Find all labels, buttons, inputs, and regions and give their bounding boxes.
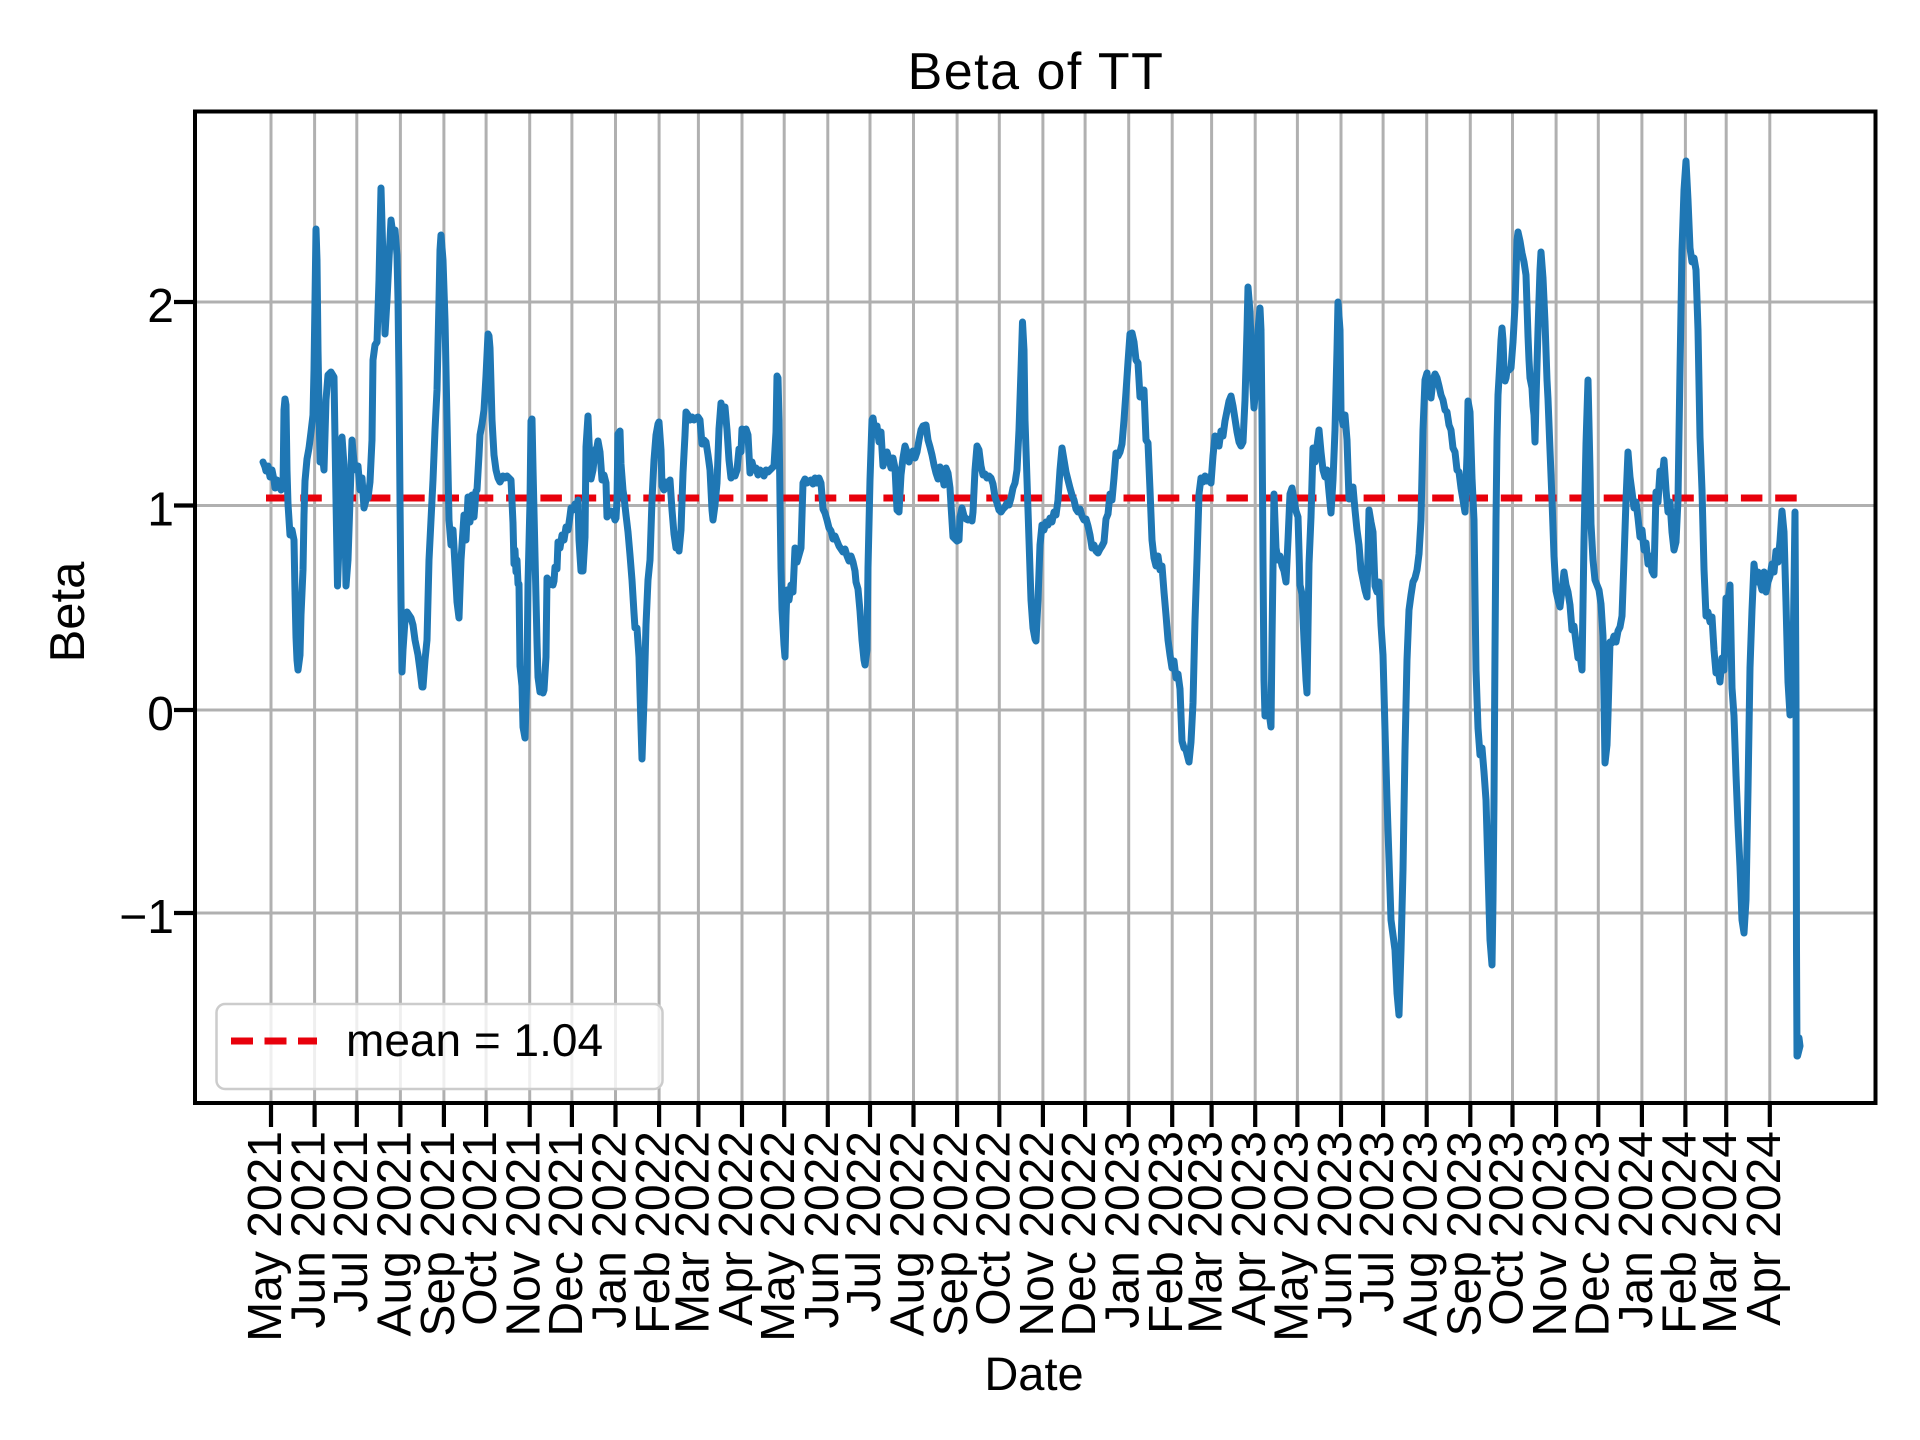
- svg-text:Sep 2022: Sep 2022: [925, 1131, 978, 1337]
- svg-text:mean = 1.04: mean = 1.04: [346, 1014, 603, 1066]
- svg-text:Apr 2024: Apr 2024: [1738, 1131, 1791, 1326]
- svg-text:Aug 2021: Aug 2021: [368, 1131, 421, 1337]
- svg-text:Mar 2024: Mar 2024: [1694, 1131, 1747, 1334]
- svg-text:Oct 2023: Oct 2023: [1481, 1131, 1534, 1326]
- svg-text:Sep 2023: Sep 2023: [1438, 1131, 1491, 1337]
- svg-text:Sep 2021: Sep 2021: [412, 1131, 465, 1337]
- svg-text:Jun 2022: Jun 2022: [796, 1131, 849, 1329]
- svg-text:0: 0: [147, 688, 174, 741]
- svg-text:May 2022: May 2022: [752, 1131, 805, 1342]
- svg-text:May 2023: May 2023: [1265, 1131, 1318, 1342]
- svg-text:Apr 2023: Apr 2023: [1223, 1131, 1276, 1326]
- svg-text:Aug 2022: Aug 2022: [882, 1131, 935, 1337]
- svg-text:Nov 2021: Nov 2021: [498, 1131, 551, 1336]
- svg-text:Feb 2023: Feb 2023: [1140, 1131, 1193, 1334]
- svg-text:1: 1: [147, 484, 174, 537]
- svg-text:Jun 2021: Jun 2021: [283, 1131, 336, 1329]
- svg-text:Jul 2021: Jul 2021: [325, 1131, 378, 1312]
- svg-text:Jul 2022: Jul 2022: [838, 1131, 891, 1312]
- svg-text:Mar 2023: Mar 2023: [1180, 1131, 1233, 1334]
- svg-text:Dec 2022: Dec 2022: [1053, 1131, 1106, 1336]
- svg-text:Nov 2023: Nov 2023: [1524, 1131, 1577, 1336]
- svg-text:Date: Date: [984, 1347, 1083, 1400]
- svg-text:Mar 2022: Mar 2022: [666, 1131, 719, 1334]
- svg-text:Oct 2022: Oct 2022: [967, 1131, 1020, 1326]
- svg-text:Jul 2023: Jul 2023: [1351, 1131, 1404, 1312]
- svg-text:Beta: Beta: [41, 561, 95, 663]
- svg-text:Apr 2022: Apr 2022: [710, 1131, 763, 1326]
- svg-text:Oct 2021: Oct 2021: [454, 1131, 507, 1326]
- svg-text:−1: −1: [119, 891, 174, 944]
- svg-text:Jun 2023: Jun 2023: [1309, 1131, 1362, 1329]
- svg-text:Dec 2021: Dec 2021: [540, 1131, 593, 1336]
- svg-text:2: 2: [147, 280, 174, 333]
- svg-text:Dec 2023: Dec 2023: [1566, 1131, 1619, 1336]
- svg-text:Aug 2023: Aug 2023: [1395, 1131, 1448, 1337]
- svg-text:Jan 2023: Jan 2023: [1097, 1131, 1150, 1329]
- svg-text:Nov 2022: Nov 2022: [1011, 1131, 1064, 1336]
- svg-text:Feb 2024: Feb 2024: [1653, 1131, 1706, 1334]
- svg-text:Beta of TT: Beta of TT: [908, 43, 1165, 101]
- svg-text:Jan 2024: Jan 2024: [1610, 1131, 1663, 1329]
- svg-text:Jan 2022: Jan 2022: [584, 1131, 637, 1329]
- svg-text:Feb 2022: Feb 2022: [627, 1131, 680, 1334]
- svg-text:May 2021: May 2021: [239, 1131, 292, 1342]
